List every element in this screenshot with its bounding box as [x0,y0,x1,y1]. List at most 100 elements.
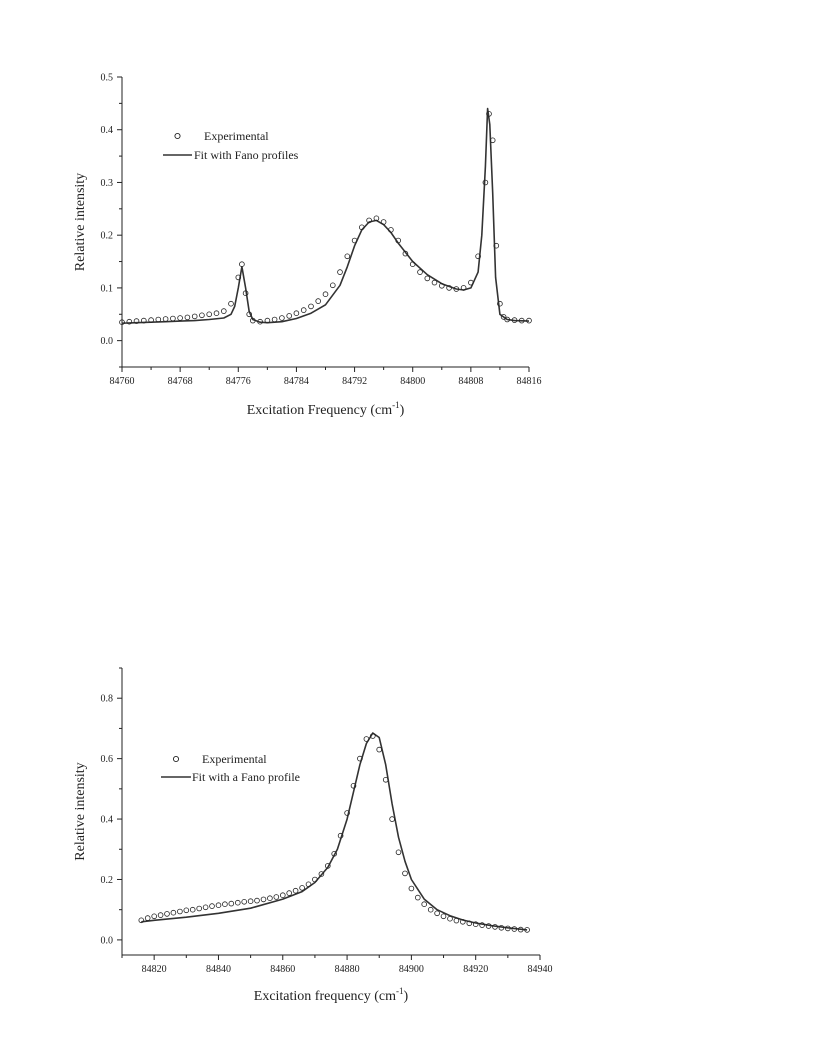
x-tick-label: 84792 [342,376,367,387]
data-point [299,885,305,891]
data-point [329,282,336,289]
y-tick-label: 0.4 [101,125,114,136]
data-point [315,298,322,304]
data-point [350,782,357,789]
legend-label: Fit with a Fano profile [192,770,300,784]
y-tick-label: 0.0 [101,336,114,347]
y-tick-label: 0.2 [101,231,114,242]
data-point [138,917,145,924]
data-point [376,746,383,753]
data-point [337,269,343,275]
legend-marker-circle [172,755,180,763]
data-point [157,912,164,918]
data-point [250,317,256,324]
data-point [395,849,402,856]
data-point [447,915,453,922]
data-point [427,906,434,913]
data-point [279,315,285,321]
x-tick-label: 84760 [110,376,135,387]
data-point [292,887,299,894]
data-point [402,250,409,257]
legend-label: Experimental [202,752,267,766]
x-tick-label: 84800 [400,376,425,387]
x-axis-title: Excitation frequency (cm-1) [254,986,409,1004]
x-tick-label: 84860 [270,964,295,975]
data-point [322,291,329,298]
data-point [389,816,395,822]
data-point [482,179,489,186]
data-point [242,290,249,297]
data-point [148,317,154,323]
data-point [466,920,473,927]
data-point [382,776,389,783]
x-tick-label: 84900 [399,964,424,975]
data-point [337,832,344,839]
data-point [267,895,273,901]
data-point [446,285,452,291]
x-tick-label: 84920 [463,964,488,975]
data-point [489,137,496,144]
data-point [164,911,170,917]
data-point [235,899,241,906]
data-point [202,904,209,911]
legend-label: Fit with Fano profiles [194,148,299,162]
y-tick-label: 0.8 [101,694,114,705]
y-tick-label: 0.4 [101,815,114,826]
data-point [189,906,196,913]
data-point [293,310,300,317]
data-point [264,317,271,324]
data-point [213,310,220,317]
y-tick-label: 0.5 [101,73,114,84]
data-point [453,917,460,924]
x-tick-label: 84776 [226,376,251,387]
data-point [119,319,125,326]
data-point [126,318,133,325]
x-tick-label: 84816 [517,376,542,387]
data-point [518,317,525,324]
y-tick-label: 0.3 [101,178,114,189]
data-point [414,894,421,901]
data-point [475,253,481,260]
data-point [286,890,293,896]
data-point [524,927,530,933]
data-point [388,227,394,233]
data-point [300,307,307,313]
data-point [183,907,190,914]
data-point [177,315,183,321]
data-point [177,908,183,915]
data-point [273,894,280,900]
data-point [257,318,263,325]
data-point [318,871,325,877]
fit-line [141,732,528,931]
data-point [373,215,380,222]
y-tick-label: 0.2 [101,875,114,886]
x-tick-label: 84820 [142,964,167,975]
data-point [424,275,431,282]
y-axis-title: Relative intensity [73,173,88,271]
data-point [526,317,532,324]
data-point [141,317,147,324]
data-point [191,313,198,320]
data-point [468,279,474,286]
data-point [500,314,507,320]
data-point [228,300,234,307]
data-point [497,300,503,307]
legend: Experimental Fit with Fano profiles [163,129,299,162]
data-point [247,898,254,904]
data-point [438,282,445,289]
data-point [504,316,511,323]
data-point [228,900,235,907]
data-point [434,910,440,917]
data-point [408,885,415,892]
data-point [479,922,485,928]
data-point [151,913,158,920]
data-point [459,918,466,925]
data-point [453,286,460,292]
data-point [196,905,203,912]
x-tick-label: 84808 [458,376,483,387]
data-point [363,736,370,742]
data-point [492,924,498,930]
x-tick-label: 84880 [335,964,360,975]
